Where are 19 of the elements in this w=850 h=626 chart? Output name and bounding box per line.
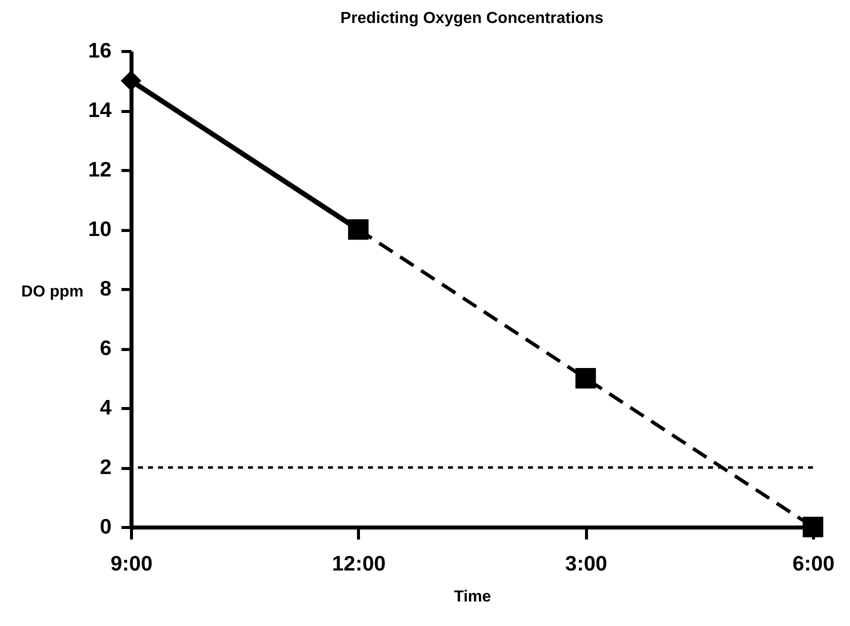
y-axis-title: DO ppm [21,284,84,300]
point [120,70,142,91]
y-tick-label: 8 [100,278,112,300]
y-tick-label: 2 [100,456,112,479]
x-tick-label: 3:00 [565,552,608,576]
chart-title: Predicting Oxygen Concentrations [340,10,604,27]
y-tick-label: 14 [88,99,112,122]
y-tick-label: 0 [100,516,112,538]
y-tick-label: 6 [100,337,112,360]
point [348,219,369,240]
point [575,368,596,388]
y-tick-label: 12 [88,158,112,182]
y-tick-label: 16 [88,40,112,62]
x-tick-label: 9:00 [110,552,153,576]
x-tick-label: 12:00 [332,552,386,576]
x-axis-title: Time [454,588,492,606]
y-tick-label: 4 [100,396,112,420]
x-tick-label: 6:00 [792,552,835,576]
y-tick-label: 10 [88,218,112,241]
